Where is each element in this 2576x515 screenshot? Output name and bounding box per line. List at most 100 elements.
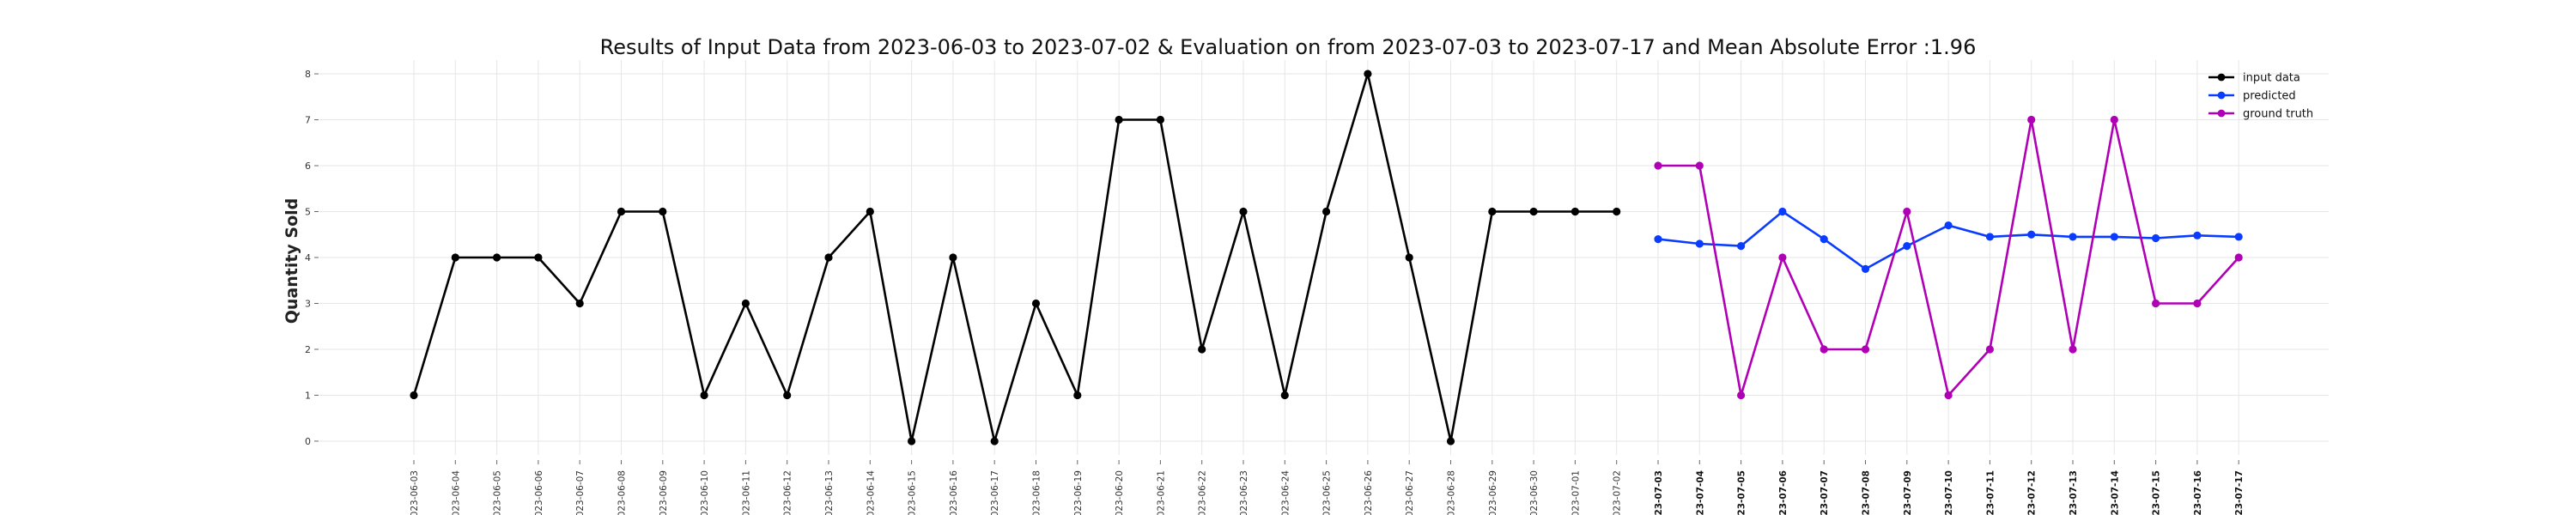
data-point-ground-truth [1903,207,1911,216]
x-tick-label: 2023-06-27 [1405,470,1415,515]
x-tick-label: 2023-07-06 [1778,470,1789,515]
data-point-input-data [1156,115,1164,124]
data-point-ground-truth [1861,345,1870,354]
legend-item-predicted: predicted [2208,90,2296,103]
x-tick-label: 2023-06-18 [1032,470,1042,515]
x-tick-label: 2023-07-03 [1654,470,1664,515]
data-point-input-data [1613,207,1621,216]
data-point-predicted [2152,233,2160,243]
series-line-input-data [412,69,1617,446]
data-point-input-data [1488,207,1497,216]
data-point-input-data [1446,437,1455,445]
series-group [410,69,2243,446]
data-point-input-data [741,299,750,308]
x-tick-label: 2023-07-17 [2234,470,2245,515]
legend-marker [2217,109,2226,118]
data-point-input-data [659,207,667,216]
data-point-input-data [1239,207,1248,216]
x-tick-label: 2023-06-26 [1364,470,1374,515]
y-tick-label: 0 [305,436,311,447]
x-tick-label: 2023-06-17 [990,470,1000,515]
data-point-predicted [1654,235,1662,244]
x-tick-label: 2023-06-11 [741,470,751,515]
data-point-ground-truth [1820,345,1828,354]
legend-label: ground truth [2243,108,2313,121]
data-point-input-data [1198,345,1206,354]
x-tick-label: 2023-06-20 [1115,470,1125,515]
data-point-ground-truth [1654,161,1662,170]
data-point-input-data [534,253,543,262]
x-tick-label: 2023-06-06 [534,470,544,515]
x-tick-label: 2023-06-21 [1156,470,1166,515]
x-tick-label: 2023-06-10 [700,470,710,515]
chart-title: Results of Input Data from 2023-06-03 to… [600,35,1977,59]
y-tick-label: 7 [305,115,311,126]
x-tick-label: 2023-06-03 [410,470,420,515]
data-point-input-data [575,299,584,308]
data-point-predicted [1944,221,1953,230]
data-point-ground-truth [2110,115,2118,124]
data-point-input-data [410,391,418,400]
x-tick-label: 2023-07-04 [1695,470,1705,515]
data-point-predicted [1903,242,1911,251]
x-tick-label: 2023-06-08 [617,470,628,515]
x-tick-label: 2023-06-22 [1198,470,1208,515]
legend-label: input data [2243,72,2300,85]
grid-lines [319,60,2329,455]
data-point-input-data [700,391,708,400]
y-tick-label: 4 [305,252,311,264]
data-point-predicted [2069,233,2077,241]
data-point-predicted [1778,207,1787,216]
data-point-input-data [1280,391,1289,400]
x-tick-label: 2023-07-12 [2027,470,2038,515]
x-tick-label: 2023-06-05 [493,470,503,515]
y-tick-label: 8 [305,69,311,80]
x-tick-label: 2023-06-14 [866,470,876,515]
data-point-input-data [990,437,999,445]
x-tick-label: 2023-06-25 [1322,470,1333,515]
data-point-input-data [451,253,459,262]
x-tick-label: 2023-06-16 [949,470,959,515]
data-point-input-data [1529,207,1538,216]
x-tick-label: 2023-07-15 [2152,470,2162,515]
x-tick-label: 2023-06-09 [659,470,669,515]
x-tick-label: 2023-06-23 [1239,470,1249,515]
y-axis-ticks: 0 1 2 3 4 5 6 7 8 [305,69,319,447]
x-tick-label: 2023-07-11 [1985,470,1996,515]
x-tick-label: 2023-06-19 [1073,470,1084,515]
x-tick-label: 2023-06-12 [783,470,793,515]
x-tick-label: 2023-07-01 [1571,470,1581,515]
y-tick-label: 3 [305,298,311,309]
y-tick-label: 1 [305,390,311,401]
data-point-input-data [1364,70,1372,78]
data-point-input-data [1571,207,1579,216]
data-point-predicted [1985,233,1994,241]
x-tick-label: 2023-06-13 [824,470,835,515]
data-point-ground-truth [1778,253,1787,262]
y-tick-label: 6 [305,161,311,172]
x-tick-label: 2023-07-10 [1944,470,1954,515]
data-point-input-data [493,253,501,262]
data-point-predicted [2027,230,2036,239]
x-tick-label: 2023-06-28 [1447,470,1457,515]
data-point-predicted [2110,233,2118,241]
data-point-predicted [1737,242,1746,251]
data-point-predicted [2234,233,2243,241]
legend-marker [2217,91,2226,100]
data-point-input-data [1115,115,1123,124]
x-tick-label: 2023-06-04 [451,470,461,515]
data-point-predicted [1695,239,1704,248]
legend-item-ground-truth: ground truth [2208,108,2313,121]
data-point-ground-truth [2152,299,2160,308]
x-tick-label: 2023-07-02 [1613,470,1623,515]
y-tick-label: 2 [305,344,311,355]
legend: input data predicted ground truth [2208,72,2313,121]
data-point-input-data [949,253,957,262]
data-point-input-data [1073,391,1082,400]
data-point-ground-truth [1985,345,1994,354]
data-point-ground-truth [1944,391,1953,400]
data-point-ground-truth [2193,299,2202,308]
data-point-input-data [908,437,916,445]
data-point-input-data [1322,207,1331,216]
